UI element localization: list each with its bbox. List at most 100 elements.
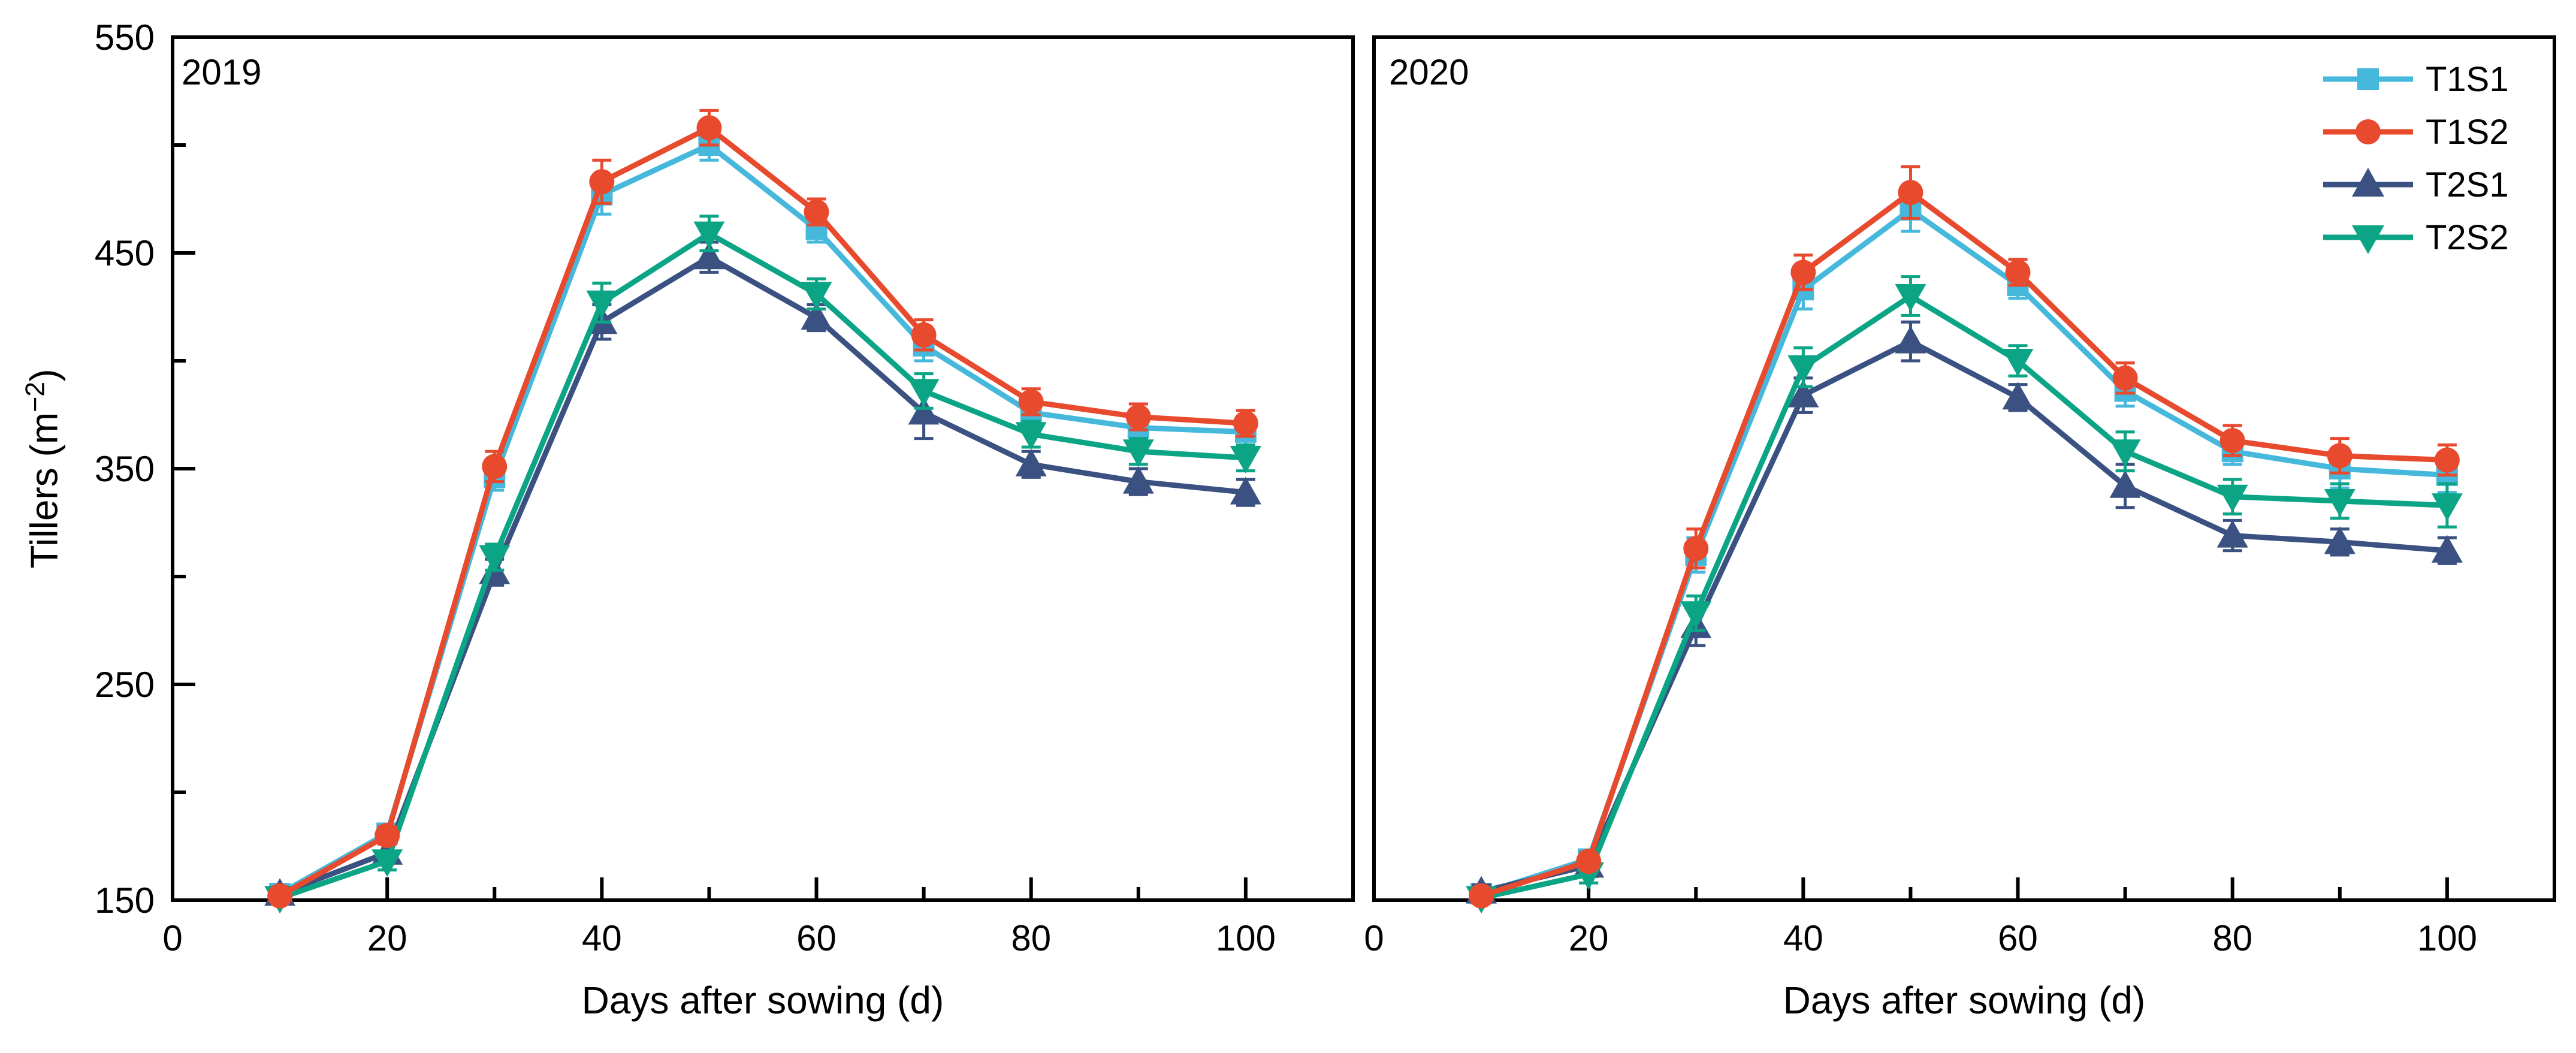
data-point-marker <box>1895 325 1926 354</box>
data-point-marker <box>2431 493 2463 521</box>
data-point-marker <box>693 221 725 249</box>
legend-item-t2s1: T2S1 <box>2320 161 2509 209</box>
y-tick-label: 450 <box>95 233 155 273</box>
data-point-marker <box>1683 536 1709 562</box>
y-tick-label: 150 <box>95 880 155 921</box>
data-point-marker <box>375 823 400 848</box>
data-point-marker <box>804 199 829 225</box>
x-tick-label: 0 <box>1364 918 1384 958</box>
data-point-marker <box>2324 489 2355 517</box>
x-tick-label: 60 <box>796 918 836 958</box>
legend-item-t2s2: T2S2 <box>2320 213 2509 261</box>
legend-square-marker-icon <box>2323 68 2413 90</box>
data-point-marker <box>2324 526 2355 554</box>
x-tick-label: 20 <box>367 918 407 958</box>
data-point-marker <box>1230 446 1261 473</box>
x-tick-label: 20 <box>1569 918 1609 958</box>
x-axis-title-2019: Days after sowing (d) <box>581 979 944 1022</box>
data-point-marker <box>1895 284 1926 312</box>
x-tick-label: 100 <box>1216 918 1276 958</box>
data-point-marker <box>1122 466 1154 494</box>
y-tick-label: 350 <box>95 449 155 489</box>
data-point-marker <box>696 115 722 141</box>
data-point-marker <box>2005 260 2031 285</box>
data-point-marker <box>801 282 832 310</box>
data-point-marker <box>2109 439 2141 467</box>
panel-year-label-2019: 2019 <box>182 52 262 92</box>
series-line <box>279 230 1246 901</box>
legend-circle-marker-icon <box>2323 119 2413 144</box>
data-point-marker <box>1898 180 1923 206</box>
series-2020-T2S2 <box>1466 275 2463 914</box>
x-tick-label: 40 <box>1783 918 1823 958</box>
x-axis-title-2020: Days after sowing (d) <box>1783 979 2146 1022</box>
data-point-marker <box>693 242 725 270</box>
series-line <box>1480 189 2448 899</box>
data-point-marker <box>1230 476 1261 505</box>
series-line <box>1481 292 2448 901</box>
data-point-marker <box>372 849 403 877</box>
legend-label: T2S2 <box>2426 218 2509 257</box>
series-2019-T2S2 <box>264 215 1261 914</box>
y-axis-title-close: ) <box>22 369 66 382</box>
data-point-marker <box>2434 447 2460 473</box>
data-point-marker <box>1576 849 1602 874</box>
y-axis-title: Tillers (m−2) <box>20 369 66 568</box>
legend: T1S1 T1S2 T2S1 T2S2 <box>2320 55 2509 261</box>
data-point-marker <box>2219 428 2245 454</box>
data-point-marker <box>2216 520 2248 548</box>
data-point-marker <box>589 169 615 195</box>
data-point-marker <box>1680 601 1712 629</box>
data-point-marker <box>1787 379 1819 408</box>
data-point-marker <box>482 454 508 479</box>
data-point-marker <box>1469 883 1494 909</box>
data-point-marker <box>2112 365 2138 391</box>
data-point-marker <box>2109 470 2141 498</box>
legend-item-t1s2: T1S2 <box>2320 108 2509 156</box>
y-tick-label: 250 <box>95 665 155 705</box>
data-point-marker <box>1233 411 1258 436</box>
data-point-marker <box>908 397 940 425</box>
x-tick-label: 60 <box>1998 918 2038 958</box>
panel-2020: 0 20 40 60 80 100 <box>1364 35 2556 958</box>
series-2019-T1S2 <box>267 108 1258 909</box>
x-tick-label: 0 <box>162 918 182 958</box>
series-line <box>278 124 1246 898</box>
y-axis-title-sup: −2 <box>20 381 50 412</box>
panel-2019: 0 20 40 60 80 100 150 250 350 450 550 <box>95 17 1355 958</box>
data-point-marker <box>2216 484 2248 512</box>
x-tick-label: 80 <box>2212 918 2252 958</box>
legend-item-t1s1: T1S1 <box>2320 55 2509 103</box>
data-point-marker <box>1787 355 1819 383</box>
data-point-marker <box>2002 349 2034 376</box>
data-point-marker <box>2002 382 2034 410</box>
series-2020-T1S2 <box>1469 165 2460 909</box>
y-axis-title-text: Tillers (m <box>22 412 66 569</box>
legend-triangle-down-marker-icon <box>2323 225 2413 254</box>
panel-year-label-2020: 2020 <box>1389 52 1469 92</box>
legend-triangle-up-marker-icon <box>2323 168 2413 197</box>
data-point-marker <box>1122 439 1154 467</box>
data-point-marker <box>801 302 832 330</box>
data-point-marker <box>586 290 618 318</box>
x-tick-label: 100 <box>2417 918 2477 958</box>
data-point-marker <box>2431 535 2463 563</box>
data-point-marker <box>1015 422 1047 450</box>
data-point-marker <box>1790 260 1816 285</box>
data-point-marker <box>908 379 940 407</box>
x-tick-label: 40 <box>582 918 622 958</box>
y-tick-label: 550 <box>95 17 155 58</box>
data-point-marker <box>911 322 937 348</box>
x-tick-label: 80 <box>1011 918 1051 958</box>
data-point-marker <box>1015 448 1047 476</box>
data-point-marker <box>267 883 293 909</box>
panel-box <box>1372 35 2556 902</box>
legend-label: T1S1 <box>2426 59 2509 99</box>
data-point-marker <box>1125 404 1151 430</box>
data-point-marker <box>1018 389 1044 415</box>
legend-label: T2S1 <box>2426 165 2509 204</box>
data-point-marker <box>2327 443 2352 469</box>
